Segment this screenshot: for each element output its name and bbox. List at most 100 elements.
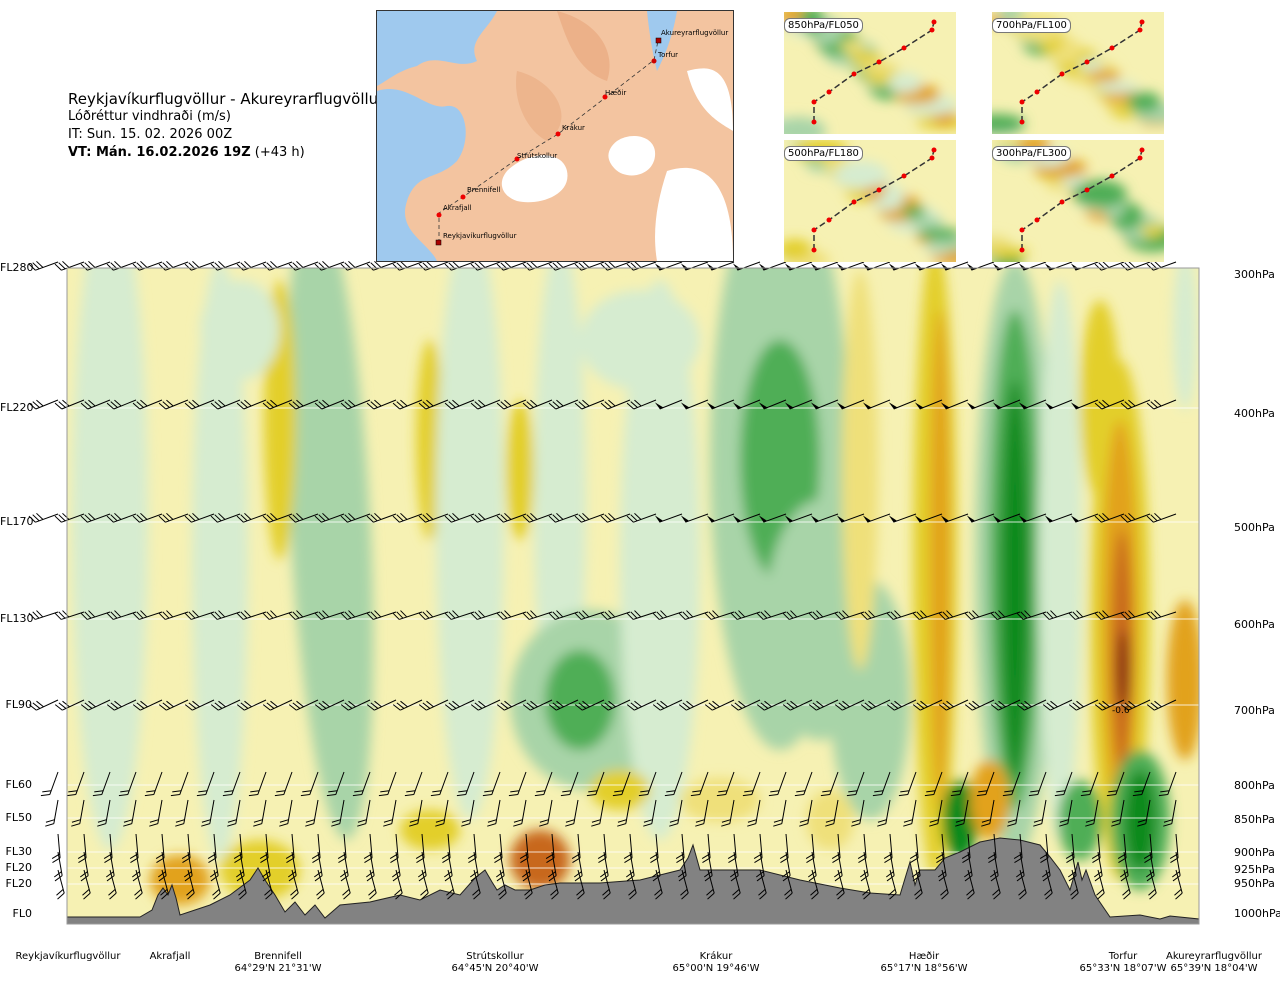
wind-barb bbox=[313, 851, 323, 882]
wind-barb bbox=[1094, 610, 1125, 620]
wind-barb bbox=[522, 699, 553, 711]
mini-map-point bbox=[931, 147, 937, 153]
wind-barb bbox=[1068, 699, 1099, 711]
wind-barb bbox=[262, 260, 293, 271]
wind-barb bbox=[290, 869, 299, 900]
wind-barb bbox=[886, 610, 917, 620]
wind-barb bbox=[495, 851, 505, 882]
field-blob bbox=[1173, 268, 1197, 410]
wind-barb bbox=[836, 261, 865, 271]
wind-barb bbox=[560, 771, 579, 797]
wind-barb bbox=[940, 513, 969, 523]
field-blob bbox=[1058, 780, 1102, 860]
wind-barb bbox=[144, 771, 163, 797]
wind-barb bbox=[591, 799, 605, 827]
wind-barb bbox=[342, 869, 351, 900]
y-left-tick-label: FL90 bbox=[5, 698, 32, 711]
wind-barb bbox=[548, 399, 579, 410]
wind-barb bbox=[1137, 799, 1151, 827]
wind-barb bbox=[807, 851, 817, 882]
wind-barb bbox=[1054, 771, 1073, 797]
wind-barb bbox=[834, 610, 865, 620]
wind-barb bbox=[394, 869, 403, 900]
wind-barb bbox=[1111, 799, 1125, 827]
wind-barb bbox=[964, 610, 995, 620]
wind-barb bbox=[626, 512, 657, 523]
mini-map-blob bbox=[1087, 70, 1121, 82]
wind-barb bbox=[279, 799, 293, 827]
mini-map-point bbox=[811, 99, 817, 105]
mini-map-850-label: 850hPa/FL050 bbox=[784, 18, 863, 33]
wind-barb bbox=[288, 610, 319, 620]
wind-barb bbox=[456, 771, 475, 797]
wind-barb bbox=[340, 399, 371, 410]
wind-barb bbox=[860, 610, 891, 620]
wind-barb bbox=[253, 799, 267, 827]
field-blob bbox=[590, 770, 650, 810]
wind-barb bbox=[1094, 399, 1125, 410]
mini-map-500-label: 500hPa/FL180 bbox=[784, 146, 863, 161]
map-label-krakur: Krákur bbox=[562, 124, 585, 132]
wind-barb bbox=[703, 851, 713, 882]
field-blob bbox=[930, 310, 950, 810]
wind-barb bbox=[132, 399, 163, 410]
wind-barb bbox=[600, 512, 631, 523]
wind-barb bbox=[652, 610, 683, 620]
wind-barb bbox=[534, 771, 553, 797]
wind-barb bbox=[184, 512, 215, 523]
wind-barb bbox=[799, 799, 813, 827]
wind-barb bbox=[912, 610, 943, 620]
wind-barb bbox=[106, 610, 137, 620]
wind-barb bbox=[600, 699, 631, 711]
wind-barb bbox=[409, 799, 423, 827]
wind-barb bbox=[470, 699, 501, 711]
wind-barb bbox=[28, 610, 59, 620]
mini-map-blob bbox=[888, 73, 922, 93]
mini-map-point bbox=[1034, 89, 1040, 95]
wind-barb bbox=[305, 799, 319, 827]
field-blob bbox=[304, 268, 356, 780]
wind-barb bbox=[1080, 771, 1099, 797]
mini-map-point bbox=[1137, 155, 1143, 161]
mini-map-point bbox=[876, 59, 882, 65]
wind-barb bbox=[1119, 851, 1129, 882]
wind-barb bbox=[903, 799, 917, 827]
wind-barb bbox=[92, 771, 111, 797]
wind-barb bbox=[326, 771, 345, 797]
wind-barb bbox=[625, 851, 635, 882]
wind-barb bbox=[940, 261, 969, 271]
wind-barb bbox=[940, 869, 949, 900]
mini-map-point bbox=[1084, 187, 1090, 193]
wind-barb bbox=[340, 512, 371, 523]
field-blob bbox=[72, 268, 148, 850]
field-blob bbox=[545, 650, 615, 750]
y-left-tick-label: FL50 bbox=[5, 811, 32, 824]
wind-barb bbox=[1093, 851, 1103, 882]
wind-barb bbox=[392, 260, 423, 271]
mini-map-route bbox=[813, 149, 935, 250]
wind-barb bbox=[71, 799, 85, 827]
wind-barb bbox=[602, 869, 611, 900]
wind-barb bbox=[418, 610, 449, 620]
wind-barb bbox=[1018, 399, 1047, 410]
wind-barb bbox=[210, 512, 241, 523]
wind-barb bbox=[1067, 851, 1077, 882]
wind-barb bbox=[548, 610, 579, 620]
wind-barb bbox=[612, 771, 631, 797]
wind-barb bbox=[184, 399, 215, 410]
wind-barb bbox=[851, 799, 865, 827]
wind-barb bbox=[82, 869, 91, 900]
wind-barb bbox=[287, 851, 297, 882]
wind-barb bbox=[508, 771, 527, 797]
wind-barb bbox=[914, 399, 943, 410]
mini-map-point bbox=[826, 217, 832, 223]
wind-barb bbox=[626, 699, 657, 711]
wind-barb bbox=[732, 513, 761, 523]
wind-barb bbox=[565, 799, 579, 827]
mini-map-blob bbox=[992, 236, 1011, 248]
wind-barb bbox=[175, 799, 189, 827]
wind-barb bbox=[184, 610, 215, 620]
wind-barb bbox=[911, 851, 921, 882]
field-blob bbox=[806, 790, 854, 850]
mini-map-point bbox=[811, 227, 817, 233]
